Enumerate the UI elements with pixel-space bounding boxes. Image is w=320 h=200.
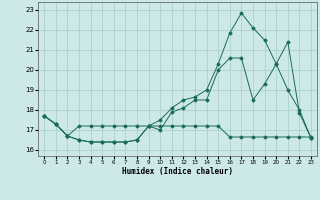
X-axis label: Humidex (Indice chaleur): Humidex (Indice chaleur) [122, 167, 233, 176]
